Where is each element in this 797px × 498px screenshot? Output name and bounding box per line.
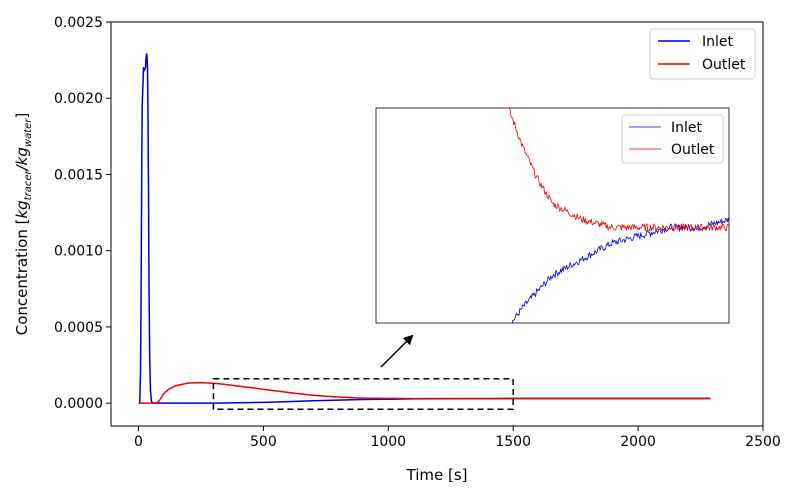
inset-plot-series	[507, 108, 729, 323]
x-axis-label: Time [s]	[406, 466, 468, 484]
legend-inlet-label: Inlet	[702, 34, 734, 50]
inset-axes: Inlet Outlet	[375, 107, 730, 324]
series-line-outlet	[138, 381, 711, 404]
y-tick-label: 0.0025	[54, 15, 103, 31]
main-plot-series	[138, 53, 711, 404]
x-tick-label: 1500	[495, 434, 531, 450]
y-axis-label: Concentration [kgtracer/kgwater]	[13, 113, 34, 336]
inset-frame	[375, 107, 730, 324]
x-tick-label: 0	[134, 434, 143, 450]
y-tick-label: 0.0000	[54, 396, 103, 412]
x-tick-label: 2500	[745, 434, 781, 450]
zoom-arrow	[380, 334, 414, 368]
inset-series-line-outlet	[507, 108, 729, 232]
y-tick-label: 0.0010	[54, 244, 103, 260]
inset-legend: Inlet Outlet	[621, 114, 724, 164]
y-axis-ticks: 0.0000 0.0005 0.0010 0.0015 0.0020 0.0025	[54, 15, 111, 412]
x-tick-label: 500	[250, 434, 277, 450]
x-tick-label: 1000	[370, 434, 406, 450]
inset-series-line-inlet	[511, 217, 729, 323]
main-legend: Inlet Outlet	[649, 28, 756, 80]
x-tick-label: 2000	[620, 434, 656, 450]
legend-outlet-label: Outlet	[702, 57, 746, 73]
inset-legend-inlet-label: Inlet	[671, 120, 703, 136]
y-tick-label: 0.0005	[54, 320, 103, 336]
y-tick-label: 0.0020	[54, 91, 103, 107]
main-axes-frame	[110, 21, 764, 427]
y-tick-label: 0.0015	[54, 167, 103, 183]
x-axis-ticks: 0 500 1000 1500 2000 2500	[134, 426, 781, 450]
inset-legend-outlet-label: Outlet	[671, 142, 715, 158]
zoom-region-box	[212, 377, 514, 410]
